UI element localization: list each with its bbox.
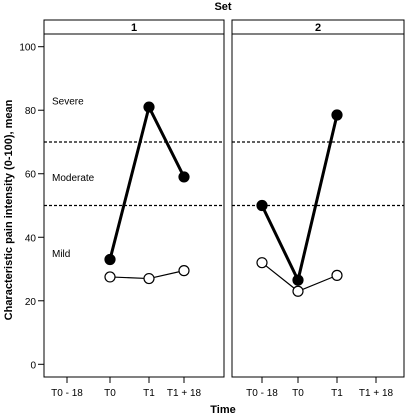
y-axis-label: Characteristic pain intensity (0-100), m… <box>3 99 15 320</box>
x-tick-label-2-0: T0 - 18 <box>246 388 278 399</box>
point-1-open-2 <box>178 265 190 277</box>
point-2-filled-0 <box>256 199 268 212</box>
point-2-open-0 <box>256 257 268 269</box>
y-tick-label-0: 0 <box>30 360 36 371</box>
series-line-2-filled <box>260 114 339 285</box>
y-tick-label-5: 100 <box>19 43 36 54</box>
zone-label-1: Moderate <box>52 173 95 184</box>
x-tick-label-1-3: T1 + 18 <box>167 388 202 399</box>
set-title: Set <box>214 1 231 13</box>
panel-2-title: 2 <box>315 22 321 34</box>
panel-1: 1 Severe Moderate Mild T0 - 18 T0 T1 T1 + 18 <box>43 19 225 399</box>
y-tick-label-1: 20 <box>25 297 37 308</box>
x-tick-label-2-3: T1 + 18 <box>359 388 394 399</box>
x-tick-label-1-0: T0 - 18 <box>51 388 83 399</box>
point-2-filled-2 <box>331 109 343 121</box>
y-tick-label-3: 60 <box>25 170 37 181</box>
zone-label-2: Mild <box>52 249 70 260</box>
point-2-filled-1 <box>292 274 304 286</box>
point-2-open-2 <box>331 269 343 281</box>
x-tick-label-1-1: T0 <box>104 388 116 399</box>
point-1-filled-0 <box>104 253 116 266</box>
x-tick-label-1-2: T1 <box>143 388 155 399</box>
point-1-open-1 <box>143 272 155 285</box>
x-tick-label-2-1: T0 <box>292 388 304 399</box>
x-axis-label: Time <box>210 404 235 416</box>
panel-2: 2 T0 - 18 T0 T1 T1 + 18 <box>231 19 405 399</box>
point-2-open-1 <box>292 285 304 297</box>
series-line-1-filled <box>108 102 186 260</box>
y-tick-label-4: 80 <box>25 106 37 117</box>
plot-area: 0 20 40 60 80 100 1 Severe Moderate Mild T0 - 18 T0… <box>19 19 405 399</box>
point-1-open-0 <box>104 271 116 283</box>
x-tick-label-2-2: T1 <box>331 388 343 399</box>
zone-label-0: Severe <box>52 97 84 108</box>
point-1-filled-2 <box>178 171 190 183</box>
panel-1-title: 1 <box>131 22 137 34</box>
point-1-filled-1 <box>143 101 155 113</box>
y-tick-label-2: 40 <box>25 233 37 244</box>
